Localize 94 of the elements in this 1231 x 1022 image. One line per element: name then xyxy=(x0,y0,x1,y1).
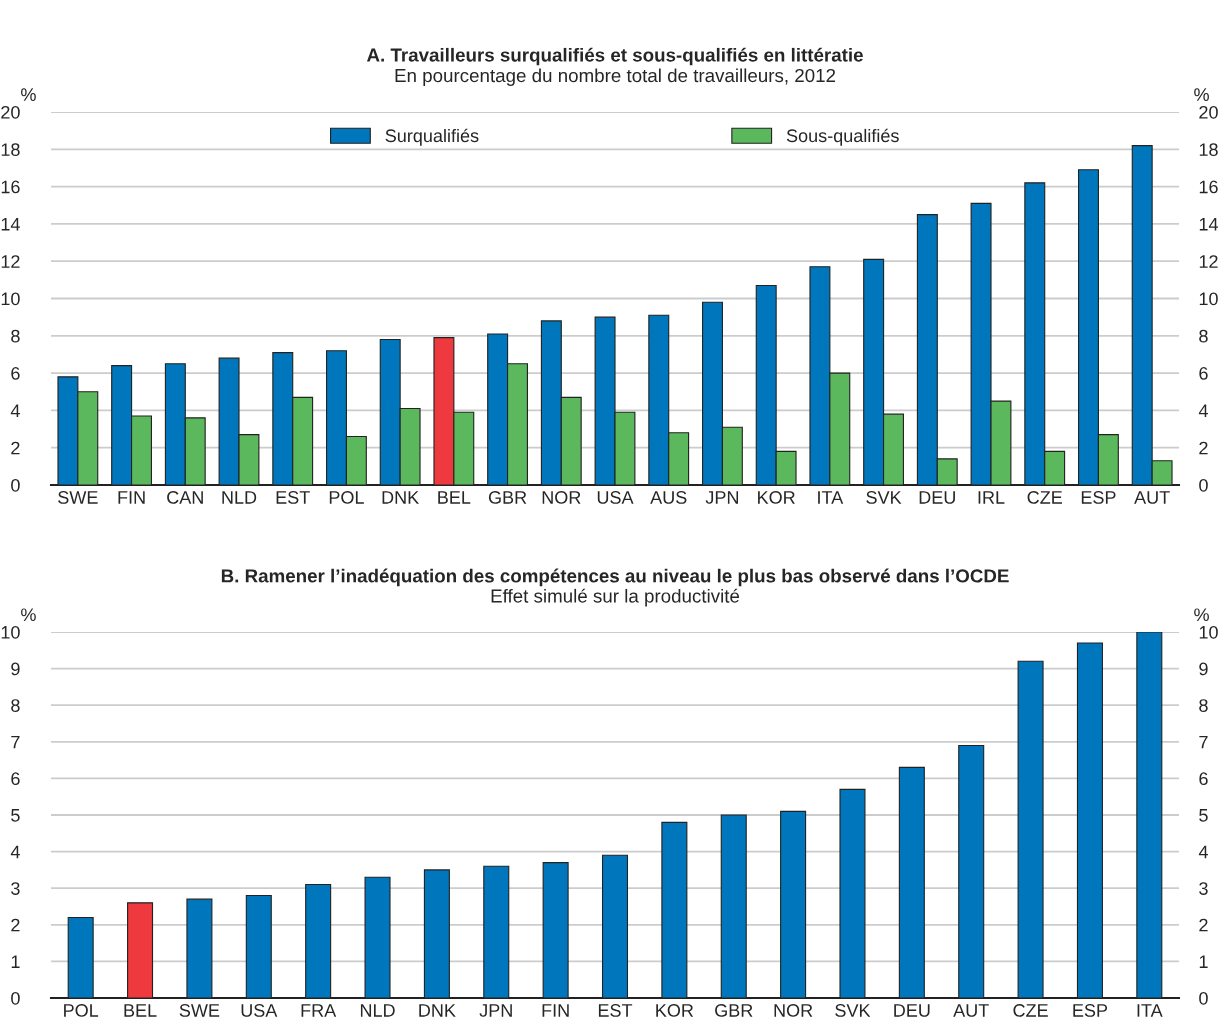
y-tick-label: 3 xyxy=(11,882,20,895)
y2-tick-label: 7 xyxy=(1199,735,1208,749)
y-tick-label: 0 xyxy=(11,478,20,492)
x-tick-label: SVK xyxy=(866,491,902,504)
y2-tick-label: 3 xyxy=(1199,882,1208,895)
chart-title: A. Travailleurs surqualifiés et sous-qualifiés en littératie xyxy=(366,47,863,66)
x-tick-label: SVK xyxy=(835,1004,871,1017)
y-tick-label: 12 xyxy=(1,255,20,268)
x-tick-label: JPN xyxy=(479,1004,512,1017)
y-tick-label: 4 xyxy=(10,845,20,859)
y2-tick-label: 0 xyxy=(1199,991,1208,1005)
x-tick-label: KOR xyxy=(656,1004,694,1017)
y2-tick-label: 6 xyxy=(1199,772,1208,786)
y-tick-label: 1 xyxy=(11,955,20,968)
y2-tick-label: 12 xyxy=(1199,255,1218,268)
y-tick-label: 5 xyxy=(11,809,20,822)
y-tick-label: 8 xyxy=(11,699,20,712)
y-tick-label: 10 xyxy=(1,625,20,639)
y2-axis-title: % xyxy=(1194,608,1209,622)
x-tick-label: GBR xyxy=(715,1004,753,1017)
x-tick-label: NOR xyxy=(542,491,581,504)
x-tick-label: KOR xyxy=(758,491,795,504)
x-tick-label: USA xyxy=(597,491,634,504)
y2-tick-label: 10 xyxy=(1199,625,1218,639)
x-tick-label: JPN xyxy=(705,491,739,504)
y-tick-label: 20 xyxy=(1,105,20,119)
x-tick-label: SWE xyxy=(179,1004,220,1017)
x-tick-label: NOR xyxy=(774,1004,813,1017)
y-tick-label: 4 xyxy=(10,404,20,417)
y-tick-label: 0 xyxy=(11,991,20,1005)
y-axis-title: % xyxy=(21,608,36,622)
y2-tick-label: 4 xyxy=(1198,404,1208,417)
x-tick-label: ITA xyxy=(818,491,844,504)
chart-title: B. Ramener l’inadéquation des compétences au niveau le plus bas observé dans l’OCDE xyxy=(221,568,1009,587)
y2-tick-label: 1 xyxy=(1199,955,1208,968)
y-axis-title: % xyxy=(21,88,36,101)
x-tick-label: FIN xyxy=(542,1004,569,1017)
chart-subtitle: Effet simulé sur la productivité xyxy=(491,588,740,607)
x-tick-label: ESP xyxy=(1073,1004,1108,1017)
x-tick-label: AUT xyxy=(953,1004,989,1017)
x-tick-label: EST xyxy=(276,491,310,504)
x-tick-label: DEU xyxy=(919,491,955,504)
y-tick-label: 14 xyxy=(1,218,20,231)
y2-tick-label: 8 xyxy=(1199,699,1208,712)
y-tick-label: 18 xyxy=(1,143,20,157)
x-tick-label: POL xyxy=(329,491,364,504)
y2-tick-label: 9 xyxy=(1199,662,1208,676)
y2-tick-label: 6 xyxy=(1199,367,1208,380)
x-tick-label: ESP xyxy=(1081,491,1116,504)
y-tick-label: 2 xyxy=(11,918,20,932)
x-tick-label: DNK xyxy=(419,1004,456,1017)
y-tick-label: 6 xyxy=(11,772,20,786)
y-tick-label: 6 xyxy=(11,367,20,380)
x-tick-label: EST xyxy=(598,1004,633,1017)
x-tick-label: NLD xyxy=(360,1004,395,1017)
x-tick-label: GBR xyxy=(488,491,527,504)
y2-tick-label: 8 xyxy=(1199,329,1208,343)
y2-tick-label: 5 xyxy=(1199,809,1208,822)
y2-tick-label: 2 xyxy=(1199,441,1208,455)
y2-tick-label: 2 xyxy=(1199,918,1208,932)
x-tick-label: CZE xyxy=(1013,1004,1048,1017)
x-tick-label: BEL xyxy=(438,491,471,504)
y2-tick-label: 16 xyxy=(1199,180,1218,194)
x-tick-label: FRA xyxy=(301,1004,337,1017)
y2-tick-label: 20 xyxy=(1199,105,1218,119)
x-tick-label: AUT xyxy=(1134,491,1170,504)
y-tick-label: 16 xyxy=(1,180,20,194)
y2-tick-label: 18 xyxy=(1199,143,1218,157)
y-tick-label: 10 xyxy=(1,292,20,306)
y2-tick-label: 0 xyxy=(1199,478,1208,492)
x-tick-label: SWE xyxy=(58,491,98,504)
y2-tick-label: 10 xyxy=(1199,292,1218,306)
x-tick-label: USA xyxy=(241,1004,278,1017)
x-tick-label: AUS xyxy=(650,491,687,504)
x-tick-label: CAN xyxy=(167,491,203,504)
y2-tick-label: 4 xyxy=(1198,845,1208,859)
x-tick-label: DNK xyxy=(382,491,419,504)
y2-tick-label: 14 xyxy=(1199,218,1218,231)
x-tick-label: ITA xyxy=(1137,1004,1163,1017)
x-tick-label: DEU xyxy=(894,1004,930,1017)
x-tick-label: CZE xyxy=(1027,491,1062,504)
y-tick-label: 9 xyxy=(11,662,20,676)
y-tick-label: 7 xyxy=(11,735,20,749)
legend-label: Surqualifiés xyxy=(385,128,479,146)
x-tick-label: POL xyxy=(64,1004,99,1017)
x-tick-label: BEL xyxy=(124,1004,157,1017)
y2-axis-title: % xyxy=(1194,88,1209,101)
x-tick-label: FIN xyxy=(118,491,145,504)
y-tick-label: 8 xyxy=(11,329,20,343)
x-tick-label: NLD xyxy=(222,491,257,504)
legend-label: Sous-qualifiés xyxy=(786,128,899,146)
x-tick-label: IRL xyxy=(978,491,1005,504)
chart-subtitle: En pourcentage du nombre total de travailleurs, 2012 xyxy=(395,68,836,86)
y-tick-label: 2 xyxy=(11,441,20,455)
